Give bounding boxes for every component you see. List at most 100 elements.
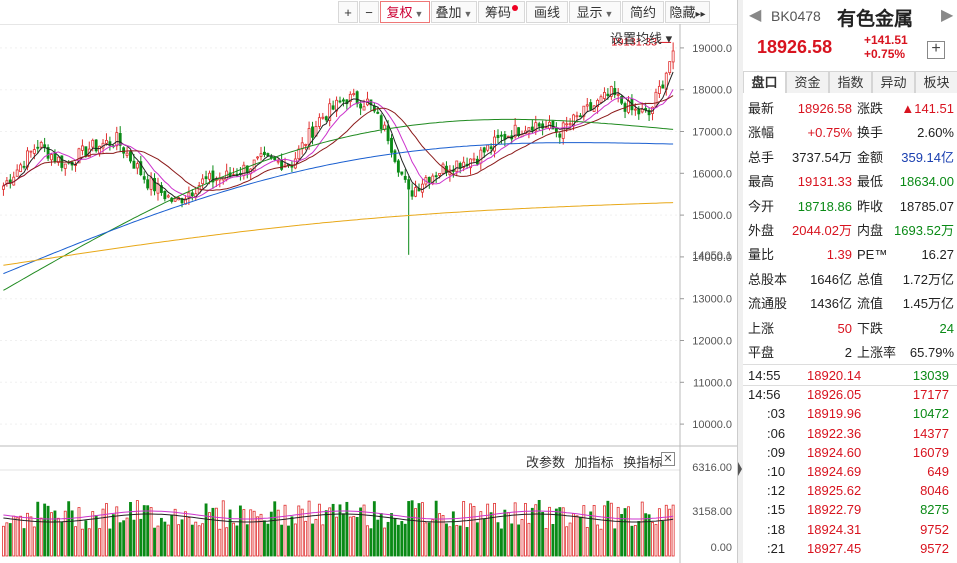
- candle-body: [321, 116, 325, 119]
- tab-2[interactable]: 指数: [829, 71, 872, 93]
- candle-body: [403, 175, 407, 180]
- volume-bar: [657, 508, 661, 557]
- volume-bar: [101, 508, 105, 557]
- tab-0[interactable]: 盘口: [743, 71, 786, 93]
- switch-indicator-button[interactable]: 换指标: [623, 455, 663, 470]
- chart-toolbar: + − 复权 ▼ 叠加 ▼ 筹码 画线 显示 ▼ 简约 隐藏▸▸: [0, 0, 737, 24]
- volume-bar: [613, 528, 617, 557]
- tick-time: :15: [767, 502, 786, 518]
- candle-body: [335, 99, 338, 112]
- candle-body: [63, 163, 67, 169]
- low-price-label: 14050.1: [692, 250, 732, 262]
- simple-mode-button[interactable]: 简约: [622, 1, 664, 23]
- change-percent: +0.75%: [864, 47, 906, 61]
- edit-params-button[interactable]: 改参数: [526, 455, 566, 470]
- panel-splitter[interactable]: [737, 0, 743, 563]
- tick-volume: 16079: [912, 444, 949, 460]
- volume-bar: [118, 522, 122, 557]
- quote-value: 19131.33: [797, 174, 852, 190]
- price-tick-label: 11000.0: [693, 377, 732, 389]
- volume-bar: [324, 510, 328, 557]
- adjust-dropdown[interactable]: 复权 ▼: [380, 1, 430, 23]
- quote-label: 外盘: [748, 223, 775, 238]
- volume-bar: [29, 516, 33, 557]
- tab-1[interactable]: 资金: [786, 71, 829, 93]
- volume-bar: [530, 507, 534, 557]
- volume-bar: [427, 522, 431, 557]
- candle-body: [190, 192, 194, 197]
- candle-body: [324, 116, 328, 121]
- volume-bar: [345, 501, 349, 557]
- candle-body: [472, 158, 476, 161]
- volume-bar: [623, 508, 627, 557]
- candle-body: [43, 144, 47, 148]
- quote-value: 1.45万亿: [902, 296, 954, 312]
- quote-value: 3737.54万: [792, 149, 852, 165]
- candle-body: [256, 156, 260, 159]
- volume-bar: [455, 524, 459, 557]
- volume-bar: [651, 522, 654, 557]
- volume-bar: [506, 512, 510, 557]
- candle-body: [122, 147, 126, 154]
- collapse-arrow-icon[interactable]: [738, 462, 742, 476]
- quote-label: 最新: [748, 101, 775, 116]
- volume-tick-label: 6316.00: [692, 462, 732, 474]
- volume-bar: [87, 528, 91, 557]
- quote-label: 总值: [857, 271, 884, 287]
- volume-bar: [445, 523, 448, 557]
- add-watchlist-button[interactable]: +: [927, 41, 945, 59]
- candle-body: [410, 190, 414, 197]
- volume-bar: [328, 507, 332, 557]
- volume-bar: [331, 503, 335, 557]
- tick-volume: 9572: [920, 540, 949, 556]
- quote-value: +0.75%: [807, 125, 852, 141]
- tick-price: 18922.79: [807, 502, 862, 518]
- chip-button[interactable]: 筹码: [478, 1, 525, 23]
- volume-bar: [77, 507, 81, 557]
- volume-bar: [129, 502, 132, 557]
- quote-row: 流通股 1436亿 流值 1.45万亿: [743, 292, 957, 316]
- volume-bar: [554, 508, 558, 557]
- volume-bar: [300, 508, 304, 557]
- zoom-out-button[interactable]: −: [359, 1, 379, 23]
- next-stock-icon[interactable]: ▶: [941, 7, 954, 24]
- volume-bar: [139, 518, 143, 557]
- volume-bar: [342, 513, 345, 557]
- hide-button[interactable]: 隐藏▸▸: [665, 1, 710, 23]
- tick-row: :18 18924.31 9752: [743, 520, 957, 539]
- kline-chart[interactable]: 19000.0 18000.0 17000.0 16000.0 15000.0 14000…: [0, 0, 737, 563]
- volume-bar: [304, 520, 308, 557]
- volume-bar: [311, 523, 314, 557]
- volume-bar: [486, 503, 490, 557]
- add-indicator-button[interactable]: 加指标: [574, 455, 614, 470]
- tab-3[interactable]: 异动: [872, 71, 915, 93]
- overlay-dropdown[interactable]: 叠加 ▼: [431, 1, 477, 23]
- display-dropdown[interactable]: 显示 ▼: [569, 1, 621, 23]
- volume-bar: [589, 511, 593, 557]
- close-indicator-icon[interactable]: ✕: [661, 452, 675, 466]
- tick-price: 18924.60: [807, 444, 862, 460]
- candle-body: [36, 146, 40, 149]
- candle-body: [242, 164, 246, 176]
- volume-bar: [26, 512, 29, 557]
- candle-body: [359, 103, 363, 109]
- tab-4[interactable]: 板块: [915, 71, 957, 93]
- candle-body: [609, 86, 613, 97]
- volume-bar: [266, 523, 270, 557]
- zoom-in-button[interactable]: +: [338, 1, 358, 23]
- volume-bar: [105, 503, 108, 557]
- prev-stock-icon[interactable]: ◀: [749, 7, 762, 24]
- candle-body: [50, 154, 53, 161]
- candle-body: [565, 123, 569, 126]
- quote-value: 18785.07: [899, 198, 954, 214]
- tick-volume: 14377: [912, 425, 949, 441]
- volume-bar: [578, 516, 582, 557]
- quote-value: 18926.58: [797, 101, 852, 116]
- volume-bar: [424, 522, 428, 557]
- volume-bar: [228, 509, 232, 557]
- volume-bar: [98, 528, 102, 557]
- kline-svg[interactable]: 19000.0 18000.0 17000.0 16000.0 15000.0 14000…: [0, 0, 737, 563]
- volume-bar: [647, 514, 651, 557]
- ma-setting-dropdown[interactable]: 设置均线 ▾: [610, 31, 673, 46]
- draw-line-button[interactable]: 画线: [526, 1, 568, 23]
